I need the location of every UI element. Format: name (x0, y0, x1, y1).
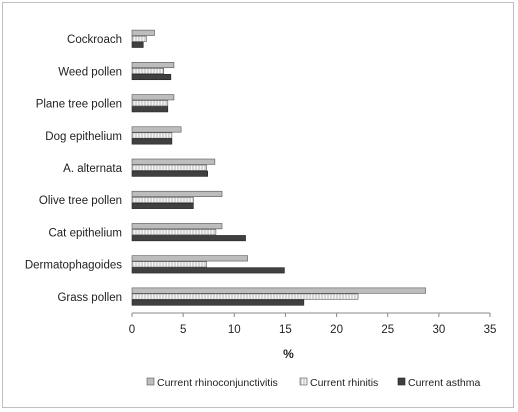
x-tick-label-25: 25 (381, 324, 394, 336)
legend-label-current-rhinoconjunctivitis: Current rhinoconjunctivitis (157, 377, 278, 389)
category-label-olive-tree-pollen: Olive tree pollen (39, 195, 122, 207)
category-label-cockroach: Cockroach (67, 34, 122, 46)
bar-current-rhinoconjunctivitis-cat-epithelium (131, 223, 223, 230)
legend-swatch-current-rhinoconjunctivitis (146, 377, 155, 386)
category-label-plane-tree-pollen: Plane tree pollen (36, 99, 122, 111)
x-tick-label-0: 0 (129, 324, 135, 336)
category-label-cat-epithelium: Cat epithelium (48, 227, 122, 239)
bar-current-asthma-a-alternata (131, 170, 208, 177)
x-tick-label-15: 15 (279, 324, 292, 336)
category-label-a-alternata: A. alternata (63, 163, 122, 175)
bar-current-asthma-dermatophagoides (131, 267, 285, 274)
axis-layer: Cockroach Weed pollen Plane tree pollen Dog… (25, 34, 497, 361)
bar-current-rhinitis-dermatophagoides (131, 261, 207, 268)
category-label-weed-pollen: Weed pollen (58, 66, 122, 78)
bar-current-rhinitis-a-alternata (131, 164, 207, 171)
x-tick-label-5: 5 (180, 324, 186, 336)
bar-current-rhinitis-cockroach (131, 35, 147, 42)
x-axis-title: % (283, 347, 294, 361)
bar-current-rhinitis-dog-epithelium (131, 132, 173, 139)
bar-current-rhinoconjunctivitis-weed-pollen (131, 62, 175, 69)
bar-current-rhinoconjunctivitis-dog-epithelium (131, 126, 182, 133)
bar-current-rhinoconjunctivitis-olive-tree-pollen (131, 190, 223, 197)
x-tick-label-30: 30 (432, 324, 445, 336)
legend-label-current-asthma: Current asthma (408, 377, 481, 389)
bar-current-asthma-cat-epithelium (131, 235, 246, 242)
x-tick-label-20: 20 (330, 324, 343, 336)
bars-layer (131, 29, 426, 306)
bar-current-rhinoconjunctivitis-a-alternata (131, 158, 216, 165)
bar-current-rhinoconjunctivitis-grass-pollen (131, 287, 426, 294)
x-tick-label-10: 10 (228, 324, 241, 336)
bar-current-asthma-dog-epithelium (131, 138, 173, 145)
bar-current-asthma-grass-pollen (131, 299, 305, 306)
bar-current-asthma-cockroach (131, 41, 144, 48)
bar-current-asthma-weed-pollen (131, 74, 172, 81)
bar-current-rhinitis-cat-epithelium (131, 229, 217, 236)
legend-swatch-current-rhinitis (299, 377, 308, 386)
legend-swatch-current-asthma (397, 377, 406, 386)
x-tick-label-35: 35 (484, 324, 497, 336)
bar-current-rhinitis-weed-pollen (131, 68, 165, 75)
bar-current-rhinoconjunctivitis-cockroach (131, 29, 155, 36)
legend-label-current-rhinitis: Current rhinitis (310, 377, 378, 389)
bar-chart: Cockroach Weed pollen Plane tree pollen Dog… (25, 29, 497, 389)
category-label-dog-epithelium: Dog epithelium (45, 131, 122, 143)
bar-current-asthma-plane-tree-pollen (131, 106, 169, 113)
bar-current-rhinitis-grass-pollen (131, 293, 359, 300)
bar-current-rhinoconjunctivitis-plane-tree-pollen (131, 94, 175, 101)
bar-current-rhinitis-olive-tree-pollen (131, 196, 194, 203)
category-label-grass-pollen: Grass pollen (57, 292, 122, 304)
category-label-dermatophagoides: Dermatophagoides (25, 260, 122, 272)
bar-current-rhinoconjunctivitis-dermatophagoides (131, 255, 248, 262)
chart-frame: Cockroach Weed pollen Plane tree pollen Dog… (2, 2, 514, 408)
bar-current-asthma-olive-tree-pollen (131, 202, 194, 209)
bar-current-rhinitis-plane-tree-pollen (131, 100, 169, 107)
legend: Current rhinoconjunctivitis Current rhini… (146, 377, 481, 389)
